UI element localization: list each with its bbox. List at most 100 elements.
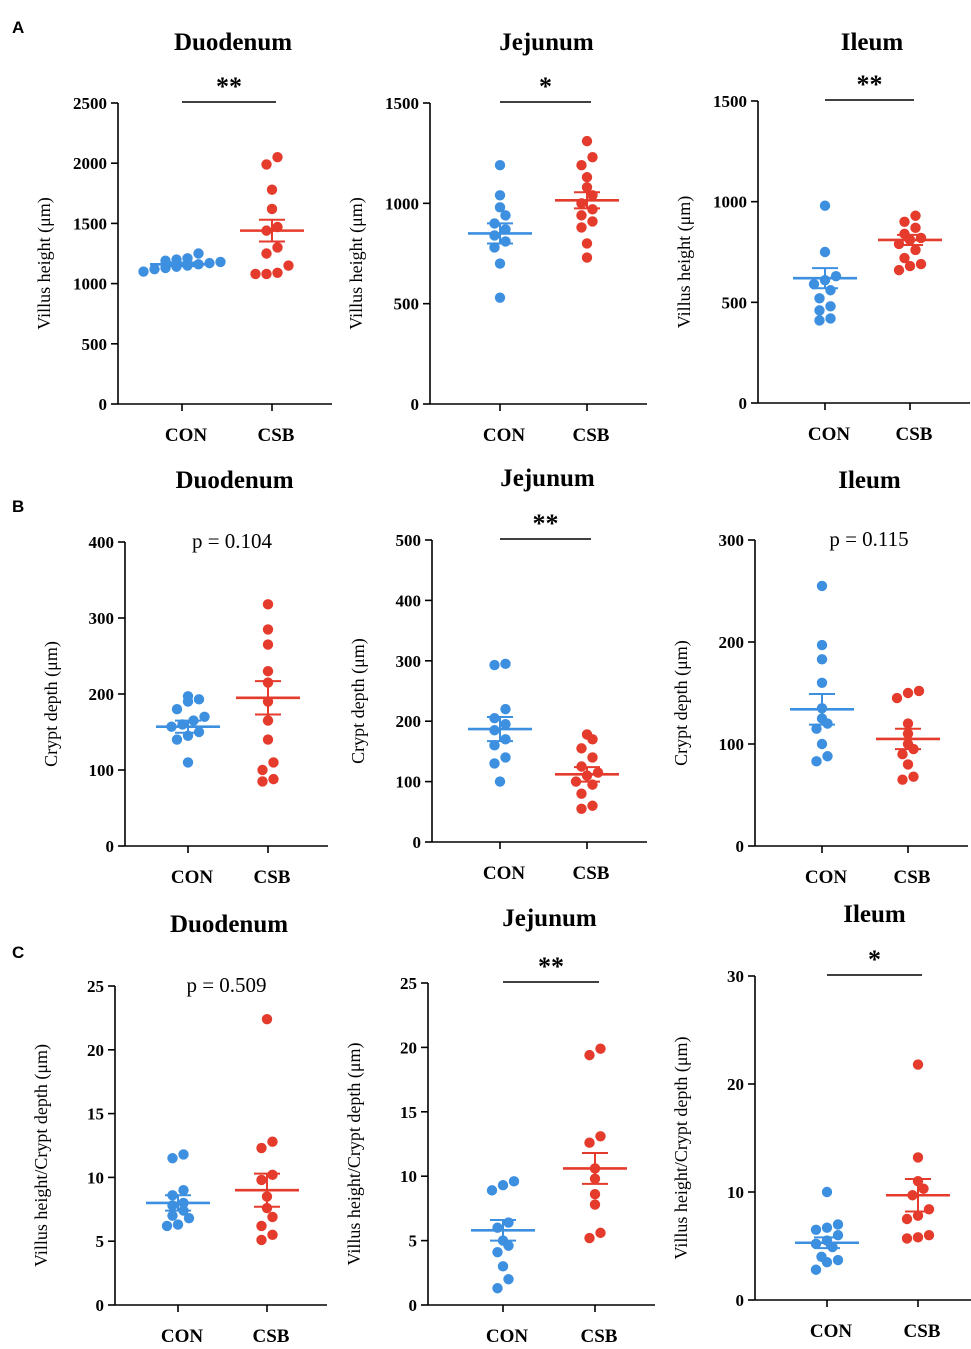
data-point	[178, 1149, 189, 1160]
data-point	[489, 712, 500, 724]
data-point	[576, 803, 587, 814]
y-tick-label: 1000	[385, 194, 419, 213]
x-tick-label: CON	[165, 425, 208, 446]
y-tick-label: 25	[87, 977, 104, 996]
y-tick-label: 10	[87, 1168, 104, 1187]
data-point	[268, 773, 279, 785]
data-point	[500, 703, 511, 715]
panel-label-a: A	[12, 18, 24, 37]
x-tick-label: CSB	[581, 1326, 618, 1347]
x-tick-label: CON	[483, 863, 526, 884]
significance-stars: **	[538, 952, 564, 981]
series-con	[468, 160, 532, 303]
data-point	[825, 301, 836, 312]
data-point	[489, 242, 500, 253]
data-point	[489, 659, 500, 671]
data-point	[262, 639, 274, 650]
data-point	[902, 759, 914, 770]
data-point	[589, 1189, 601, 1200]
y-tick-label: 1500	[713, 92, 747, 111]
chart-title: Ileum	[838, 467, 901, 494]
data-point	[893, 238, 905, 250]
y-tick-label: 10	[727, 1183, 744, 1202]
panel-label-c: C	[12, 943, 24, 962]
data-point	[494, 292, 506, 303]
chart-9: Ileum 0 10 20 30 CON CSB Villus height/Crypt de…	[671, 901, 971, 1342]
y-tick-label: 10	[400, 1167, 417, 1186]
x-tick-label: CON	[810, 1321, 853, 1342]
data-point	[912, 1059, 924, 1070]
y-axis-label: Villus height (μm)	[346, 197, 367, 330]
data-point	[503, 1274, 514, 1285]
data-point	[257, 764, 268, 776]
data-point	[500, 719, 511, 730]
x-tick-label: CON	[486, 1326, 529, 1347]
series-con	[138, 248, 226, 277]
y-tick-label: 1500	[385, 94, 419, 113]
data-point	[256, 1142, 267, 1154]
series-csb	[886, 1059, 950, 1244]
p-value-annotation: p = 0.104	[192, 529, 273, 553]
data-point	[901, 1233, 913, 1244]
data-point	[266, 203, 278, 215]
x-tick-label: CON	[805, 867, 848, 888]
data-point	[908, 771, 919, 782]
chart-title: Duodenum	[174, 29, 292, 56]
data-point	[584, 1137, 595, 1148]
series-csb	[555, 135, 619, 263]
y-tick-label: 0	[96, 1296, 105, 1315]
y-tick-label: 1500	[73, 214, 107, 233]
data-point	[199, 711, 210, 722]
series-csb	[235, 1013, 299, 1246]
data-point	[832, 1230, 844, 1241]
data-point	[492, 1283, 503, 1294]
data-point	[811, 723, 822, 734]
data-point	[816, 738, 828, 750]
data-point	[489, 740, 500, 751]
data-point	[923, 1204, 935, 1215]
y-axis-label: Villus height (μm)	[674, 196, 695, 329]
y-tick-label: 100	[719, 735, 745, 754]
y-tick-label: 20	[400, 1038, 417, 1057]
data-point	[576, 210, 587, 221]
p-value-annotation: p = 0.115	[829, 527, 908, 551]
y-tick-label: 2000	[73, 154, 107, 173]
data-point	[272, 151, 283, 163]
data-point	[268, 757, 279, 768]
y-tick-label: 0	[99, 395, 108, 414]
data-point	[581, 729, 593, 740]
y-tick-label: 20	[87, 1041, 104, 1060]
data-point	[587, 216, 598, 227]
y-tick-label: 15	[400, 1103, 417, 1122]
data-point	[832, 1219, 844, 1230]
data-point	[581, 238, 593, 249]
significance-stars: *	[868, 945, 881, 974]
data-point	[267, 1169, 278, 1181]
y-tick-label: 5	[409, 1232, 418, 1251]
data-point	[172, 1219, 184, 1230]
data-point	[816, 580, 828, 592]
y-tick-label: 0	[409, 1296, 418, 1315]
data-point	[814, 315, 825, 326]
series-con	[471, 1176, 535, 1294]
data-point	[810, 1264, 822, 1275]
p-value-annotation: p = 0.509	[186, 973, 266, 997]
y-tick-label: 15	[87, 1105, 104, 1124]
data-point	[811, 756, 822, 767]
data-point	[576, 743, 587, 754]
data-point	[910, 210, 921, 221]
y-tick-label: 100	[396, 773, 422, 792]
data-point	[587, 800, 598, 811]
x-tick-label: CSB	[253, 1326, 290, 1347]
data-point	[902, 687, 914, 699]
data-point	[904, 260, 916, 272]
y-tick-label: 0	[106, 837, 115, 856]
data-point	[915, 258, 927, 270]
data-point	[816, 639, 828, 651]
y-tick-label: 2500	[73, 94, 107, 113]
data-point	[500, 210, 511, 221]
data-point	[261, 1202, 273, 1214]
series-con	[793, 200, 857, 326]
y-tick-label: 300	[396, 652, 422, 671]
x-tick-label: CSB	[894, 867, 931, 888]
